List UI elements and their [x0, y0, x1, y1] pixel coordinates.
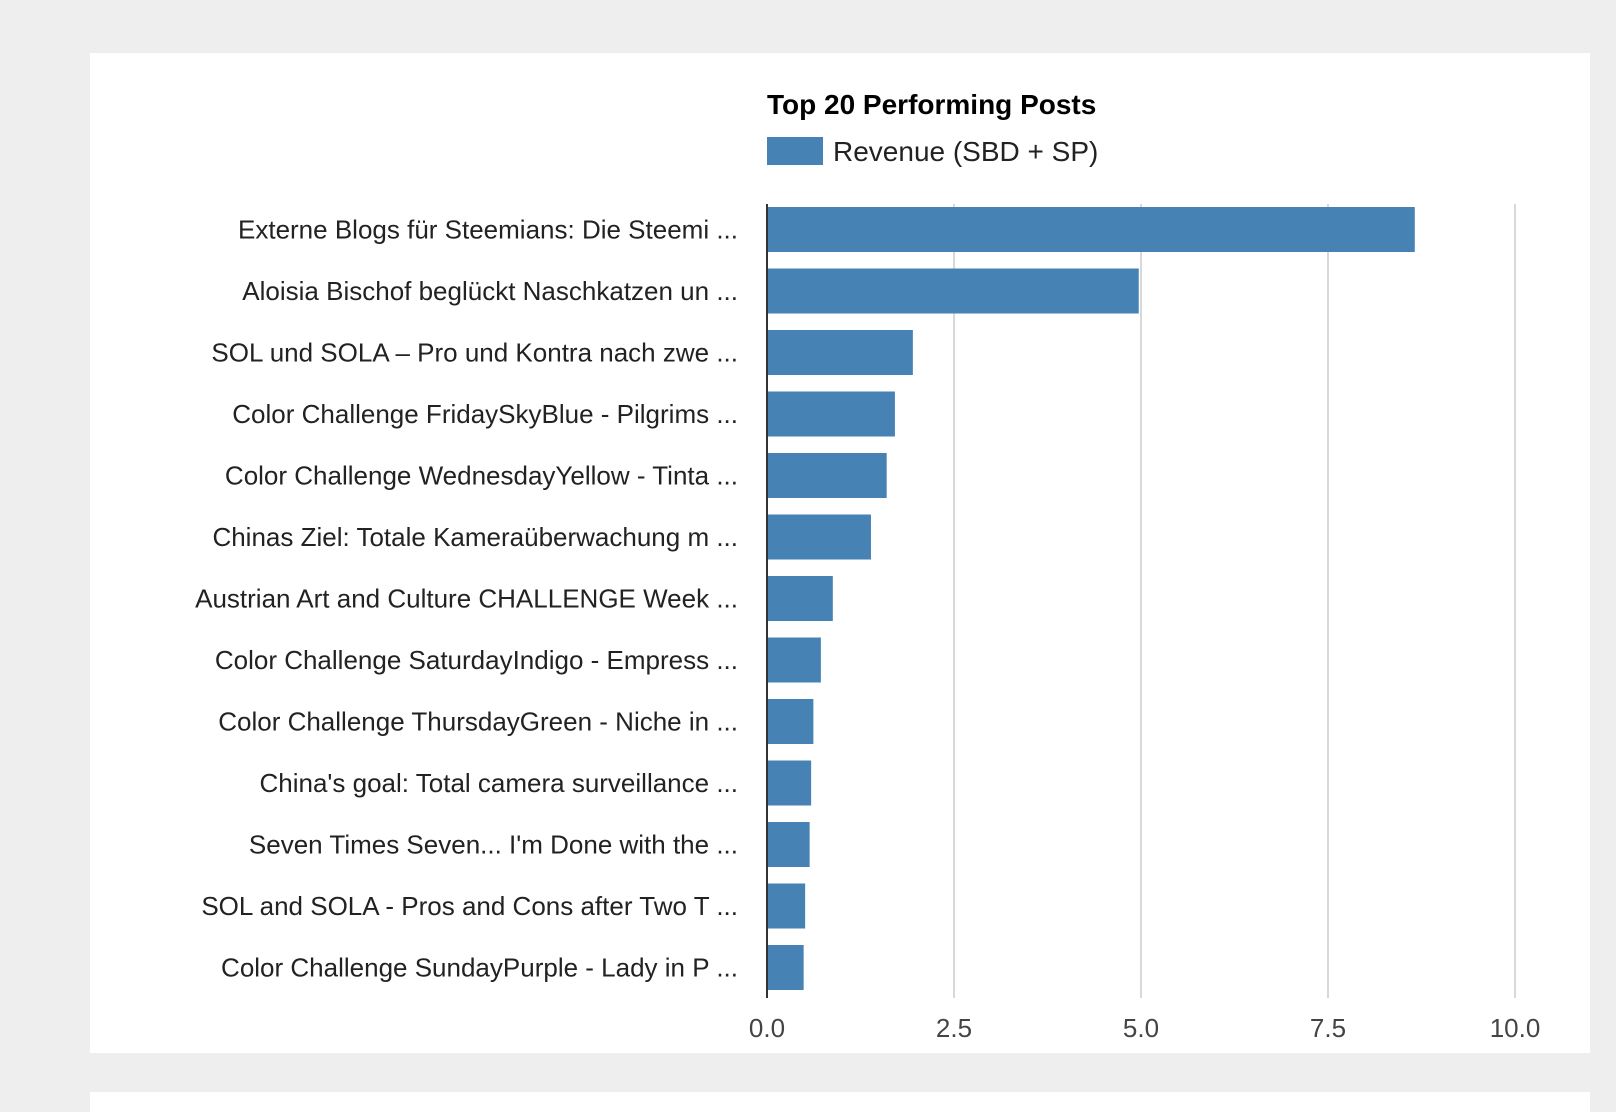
bar[interactable]	[767, 576, 833, 621]
bar[interactable]	[767, 207, 1415, 252]
x-tick-label: 10.0	[1490, 1013, 1541, 1043]
bar[interactable]	[767, 699, 814, 744]
category-label: SOL und SOLA – Pro und Kontra nach zwe .…	[211, 338, 738, 368]
bars	[767, 207, 1415, 990]
bar[interactable]	[767, 453, 887, 498]
category-label: Chinas Ziel: Totale Kameraüberwachung m …	[212, 522, 738, 552]
bar[interactable]	[767, 391, 895, 437]
bar[interactable]	[767, 760, 812, 806]
category-label: Austrian Art and Culture CHALLENGE Week …	[195, 584, 738, 614]
x-tick-label: 5.0	[1123, 1013, 1159, 1043]
bar[interactable]	[767, 883, 806, 929]
x-tick-label: 2.5	[936, 1013, 972, 1043]
category-label: Externe Blogs für Steemians: Die Steemi …	[238, 215, 738, 245]
category-label: Color Challenge SundayPurple - Lady in P…	[221, 953, 738, 983]
category-label: Color Challenge ThursdayGreen - Niche in…	[218, 707, 738, 737]
bar[interactable]	[767, 822, 810, 867]
bar[interactable]	[767, 268, 1139, 314]
category-labels: Externe Blogs für Steemians: Die Steemi …	[195, 215, 738, 983]
bar[interactable]	[767, 637, 821, 683]
x-tick-label: 7.5	[1310, 1013, 1346, 1043]
grid-lines	[953, 204, 1516, 998]
x-tick-labels: 0.0 2.5 5.0 7.5 10.0	[749, 1013, 1540, 1043]
category-label: SOL and SOLA - Pros and Cons after Two T…	[201, 891, 738, 921]
category-label: Color Challenge FridaySkyBlue - Pilgrims…	[232, 399, 738, 429]
bar[interactable]	[767, 945, 804, 990]
category-label: China's goal: Total camera surveillance …	[260, 768, 739, 798]
x-tick-label: 0.0	[749, 1013, 785, 1043]
chart-title: Top 20 Performing Posts	[767, 89, 1096, 120]
legend-label: Revenue (SBD + SP)	[833, 136, 1098, 167]
category-label: Seven Times Seven... I'm Done with the .…	[249, 830, 738, 860]
legend-swatch	[767, 137, 823, 165]
category-label: Color Challenge WednesdayYellow - Tinta …	[225, 461, 738, 491]
bar[interactable]	[767, 514, 871, 560]
category-label: Color Challenge SaturdayIndigo - Empress…	[215, 645, 738, 675]
bar[interactable]	[767, 330, 913, 375]
legend: Revenue (SBD + SP)	[767, 136, 1098, 167]
category-label: Aloisia Bischof beglückt Naschkatzen un …	[242, 276, 738, 306]
